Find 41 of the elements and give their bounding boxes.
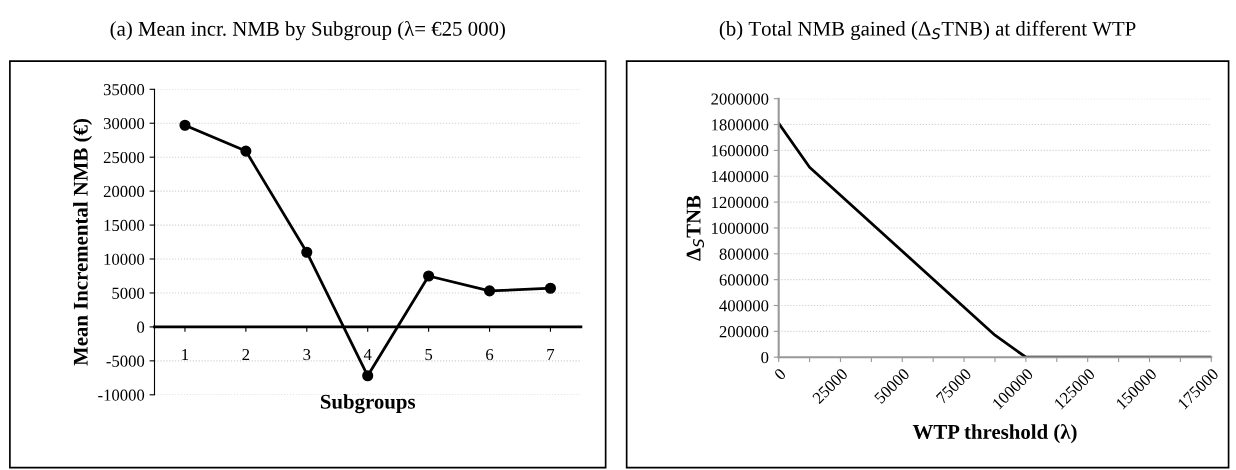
chart-title: (b) Total NMB gained (Δ$_{S}$TNB) at different WTP <box>719 20 1136 41</box>
x-tick-label: 0 <box>773 367 787 381</box>
x-tick-label: 6 <box>486 348 494 361</box>
y-tick-label: 20000 <box>103 185 145 198</box>
point <box>544 282 557 294</box>
chart-title: (a) Mean incr. NMB by Subgroup (λ= €25 000) <box>110 20 505 41</box>
y-tick-label: 0 <box>137 321 145 333</box>
x-tick-label: 5 <box>425 349 433 361</box>
point <box>240 145 252 157</box>
x-tick-label: 2 <box>242 348 250 360</box>
y-tick-label: 35000 <box>103 84 145 96</box>
point <box>423 270 435 282</box>
x-axis-title: Subgroups <box>320 394 416 414</box>
y-tick-label: 1800000 <box>712 119 769 131</box>
y-tick-label: 200000 <box>719 326 769 338</box>
y-tick-label: 400000 <box>719 300 769 312</box>
y-axis-title: Δ$_{S}$TNB <box>686 195 705 261</box>
y-tick-label: 1000000 <box>712 222 769 234</box>
y-tick-label: 10000 <box>104 253 145 265</box>
y-tick-label: -5000 <box>106 355 145 367</box>
y-tick-label: 1400000 <box>712 170 769 183</box>
y-tick-label: -10000 <box>98 389 145 401</box>
y-tick-label: 1200000 <box>712 196 769 209</box>
point <box>179 119 191 131</box>
x-tick-label: 3 <box>303 348 311 361</box>
y-tick-label: 5000 <box>112 287 145 299</box>
y-tick-label: 1600000 <box>712 145 769 157</box>
y-tick-label: 30000 <box>103 117 145 130</box>
y-tick-label: 2000000 <box>711 93 769 105</box>
point <box>362 370 374 382</box>
y-tick-label: 800000 <box>719 248 769 260</box>
point <box>483 285 496 297</box>
y-axis-title: Mean Incremental NMB (€) <box>73 119 93 366</box>
point <box>301 246 313 258</box>
y-tick-label: 25000 <box>103 151 145 164</box>
x-tick-label: 4 <box>363 349 372 360</box>
x-axis-title: WTP threshold (λ) <box>912 424 1077 444</box>
y-tick-label: 15000 <box>104 219 145 232</box>
x-tick-label: 1 <box>182 349 189 360</box>
x-tick-label: 7 <box>547 349 555 360</box>
y-tick-label: 600000 <box>719 274 769 286</box>
